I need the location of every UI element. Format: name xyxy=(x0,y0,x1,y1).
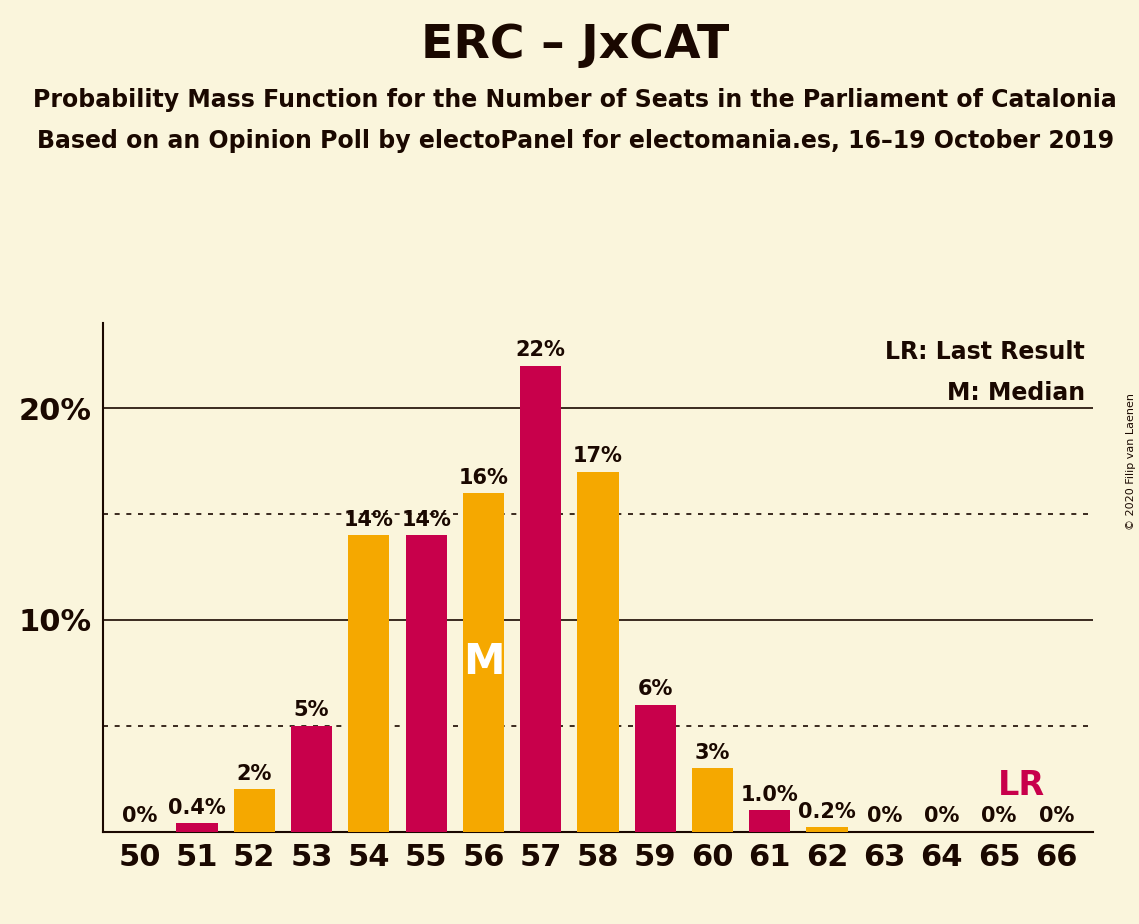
Bar xyxy=(577,471,618,832)
Bar xyxy=(290,725,333,832)
Text: 3%: 3% xyxy=(695,743,730,763)
Bar xyxy=(521,366,562,832)
Text: 14%: 14% xyxy=(401,510,451,529)
Text: 0%: 0% xyxy=(981,807,1017,826)
Text: 14%: 14% xyxy=(344,510,394,529)
Text: 1.0%: 1.0% xyxy=(741,785,798,805)
Text: M: Median: M: Median xyxy=(947,381,1084,405)
Text: Probability Mass Function for the Number of Seats in the Parliament of Catalonia: Probability Mass Function for the Number… xyxy=(33,88,1117,112)
Text: LR: Last Result: LR: Last Result xyxy=(885,340,1084,364)
Text: 6%: 6% xyxy=(638,679,673,699)
Bar xyxy=(177,823,218,832)
Bar xyxy=(349,535,390,832)
Bar xyxy=(634,704,675,832)
Bar xyxy=(233,789,274,832)
Text: 0%: 0% xyxy=(1039,807,1074,826)
Text: 0.2%: 0.2% xyxy=(798,802,857,822)
Bar xyxy=(405,535,446,832)
Text: 17%: 17% xyxy=(573,446,623,467)
Text: © 2020 Filip van Laenen: © 2020 Filip van Laenen xyxy=(1126,394,1136,530)
Text: LR: LR xyxy=(998,769,1044,801)
Bar xyxy=(806,827,847,832)
Text: 0%: 0% xyxy=(122,807,157,826)
Text: 0.4%: 0.4% xyxy=(169,797,226,818)
Text: 2%: 2% xyxy=(237,764,272,784)
Bar xyxy=(462,492,505,832)
Bar xyxy=(691,768,734,832)
Text: Based on an Opinion Poll by electoPanel for electomania.es, 16–19 October 2019: Based on an Opinion Poll by electoPanel … xyxy=(36,129,1114,153)
Text: 5%: 5% xyxy=(294,700,329,721)
Text: ERC – JxCAT: ERC – JxCAT xyxy=(421,23,729,68)
Text: 16%: 16% xyxy=(459,468,508,488)
Text: 0%: 0% xyxy=(924,807,959,826)
Bar xyxy=(749,810,790,832)
Text: 0%: 0% xyxy=(867,807,902,826)
Text: 22%: 22% xyxy=(516,340,566,360)
Text: M: M xyxy=(462,641,505,683)
